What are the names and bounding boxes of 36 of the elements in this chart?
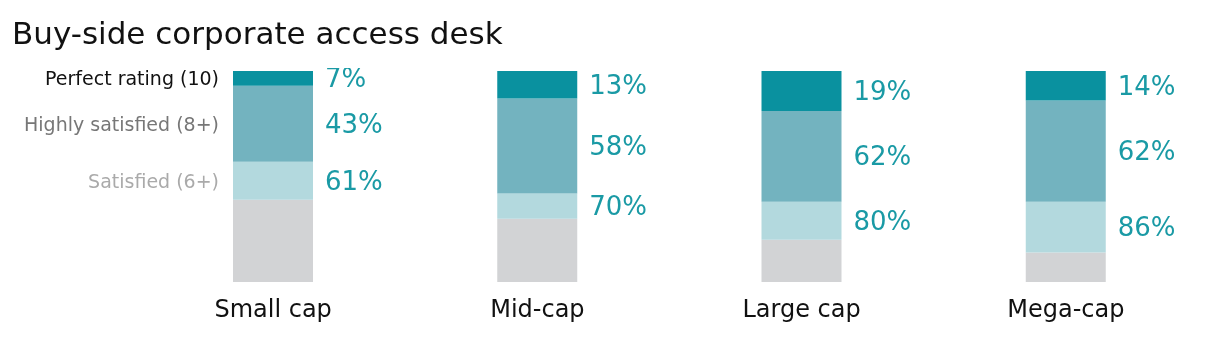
series-label: Satisfied (6+) [88, 169, 219, 192]
annotation: 19% [853, 76, 912, 107]
bar [233, 199, 313, 282]
annotation: 70% [589, 191, 648, 222]
bar [497, 193, 578, 219]
annotation: 7% [325, 63, 367, 94]
annotation: 62% [1117, 136, 1176, 167]
annotation: 58% [589, 130, 648, 161]
chart-title: Buy-side corporate access desk [12, 15, 503, 51]
series-label: Highly satisfied (8+) [24, 112, 219, 135]
bar [1025, 71, 1106, 101]
bar [1025, 100, 1106, 202]
bar [761, 239, 842, 282]
annotation: 13% [589, 69, 648, 100]
bar [233, 161, 313, 200]
annotation: 61% [325, 165, 383, 196]
bar [497, 218, 578, 282]
bar [761, 201, 842, 240]
bar [497, 71, 578, 99]
bar [233, 85, 313, 162]
x-tick-label: Mid-cap [490, 295, 585, 324]
bar [761, 111, 842, 202]
annotation: 43% [325, 108, 383, 139]
bar [761, 71, 842, 112]
annotation: 14% [1117, 70, 1176, 101]
bar [233, 71, 313, 86]
x-tick-label: Small cap [214, 295, 332, 324]
annotation: 80% [853, 205, 912, 236]
series-label: Perfect rating (10) [45, 67, 219, 90]
bar [1025, 252, 1106, 282]
annotation: 62% [853, 141, 912, 172]
bar [1025, 201, 1106, 253]
x-tick-label: Large cap [742, 295, 861, 324]
x-tick-label: Mega-cap [1007, 295, 1125, 324]
bar [497, 98, 578, 194]
annotation: 86% [1117, 212, 1176, 243]
